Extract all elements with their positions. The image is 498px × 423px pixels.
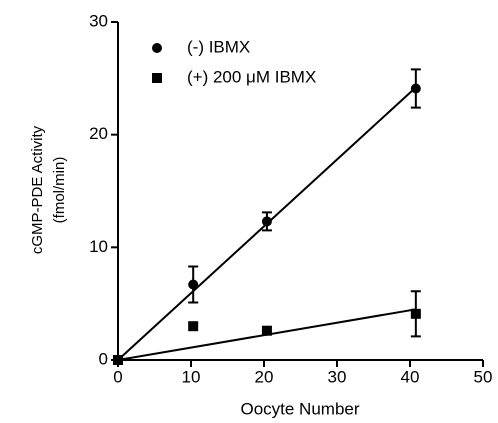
- x-tick-label: 40: [401, 367, 420, 386]
- x-tick-label: 10: [182, 367, 201, 386]
- legend-label: (+) 200 μM IBMX: [187, 67, 316, 86]
- legend-marker: [152, 73, 162, 83]
- point: [261, 325, 272, 336]
- legend-marker: [152, 43, 162, 53]
- point: [410, 83, 421, 94]
- x-tick-label: 30: [328, 367, 347, 386]
- y-tick-label: 0: [99, 349, 108, 368]
- point: [188, 279, 199, 290]
- y-axis-label: cGMP-PDE Activity: [29, 125, 46, 254]
- point: [261, 216, 272, 227]
- x-tick-label: 50: [474, 367, 493, 386]
- y-axis-label: (fmol/min): [51, 157, 68, 224]
- x-tick-label: 20: [255, 367, 274, 386]
- y-tick-label: 10: [89, 237, 108, 256]
- point: [113, 355, 123, 365]
- y-tick-label: 20: [89, 124, 108, 143]
- point: [410, 308, 421, 319]
- x-axis-label: Oocyte Number: [240, 399, 359, 418]
- legend-label: (-) IBMX: [187, 37, 250, 56]
- point: [188, 321, 199, 332]
- x-tick-label: 0: [113, 367, 122, 386]
- y-tick-label: 30: [89, 11, 108, 30]
